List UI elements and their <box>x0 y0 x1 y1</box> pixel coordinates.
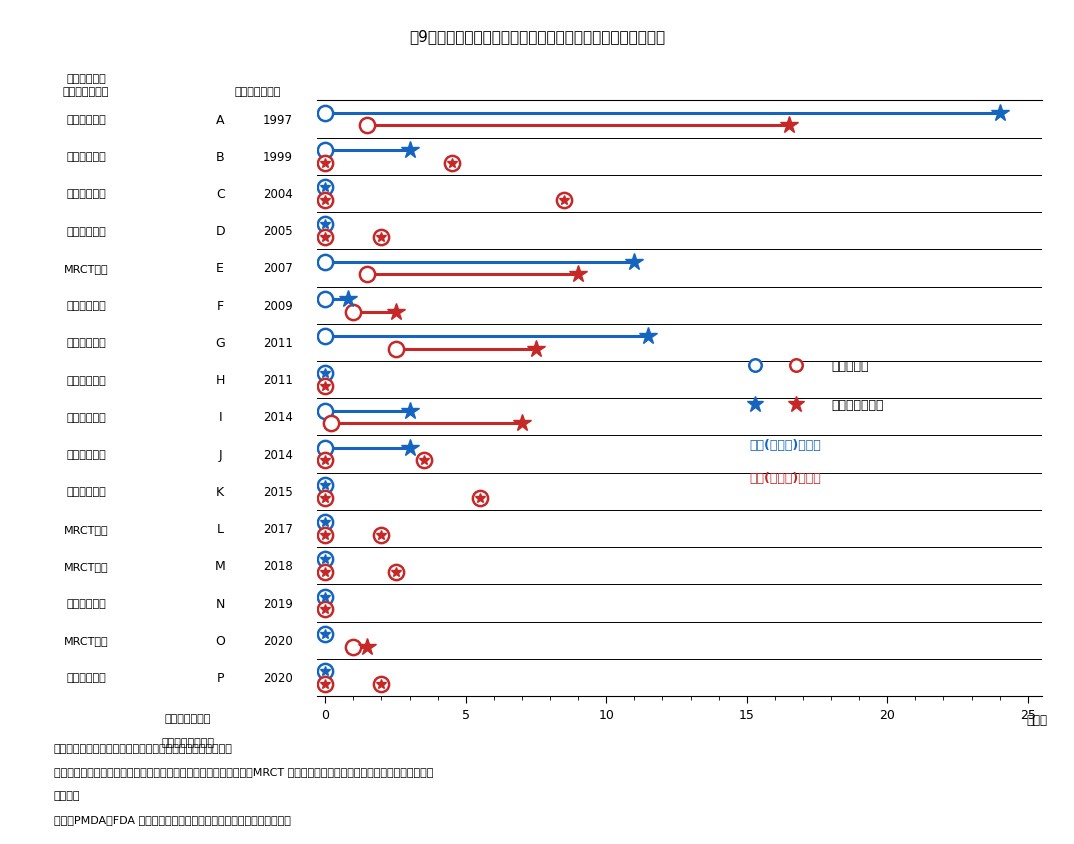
Text: G: G <box>215 337 226 349</box>
Text: K: K <box>216 485 224 498</box>
Text: 国内単独治験: 国内単独治験 <box>66 673 106 683</box>
Text: J: J <box>218 448 222 461</box>
Text: F: F <box>217 300 223 312</box>
Text: B: B <box>216 150 224 164</box>
Text: H: H <box>216 374 224 387</box>
Text: N: N <box>216 597 224 610</box>
Text: 図中には日本で小児適応を取得したもののみを示している。: 図中には日本で小児適応を取得したもののみを示している。 <box>54 743 233 753</box>
Text: 2015: 2015 <box>263 485 293 498</box>
Text: 初回承認年: 初回承認年 <box>831 360 869 372</box>
Text: 国内単独治験: 国内単独治験 <box>66 413 106 422</box>
Text: 青色(各上段)：米国: 青色(各上段)：米国 <box>750 439 822 452</box>
Text: O: O <box>215 634 226 647</box>
Text: 2005: 2005 <box>263 225 293 238</box>
Text: 2011: 2011 <box>263 374 293 387</box>
Text: 2009: 2009 <box>263 300 293 312</box>
Text: 2018: 2018 <box>263 560 293 572</box>
Text: 2017: 2017 <box>263 522 293 535</box>
Text: MRCT参加: MRCT参加 <box>63 524 108 534</box>
Text: 日本治験なし: 日本治験なし <box>66 598 106 609</box>
Text: C: C <box>216 187 224 201</box>
Text: 表す。: 表す。 <box>54 790 81 800</box>
Text: 米国初回承認年: 米国初回承認年 <box>234 87 281 97</box>
Text: 1999: 1999 <box>263 150 293 164</box>
Text: 米国初回承認年: 米国初回承認年 <box>164 713 212 723</box>
Text: A: A <box>216 113 224 127</box>
Text: 2004: 2004 <box>263 187 293 201</box>
Text: 注：図８の分類を示す。国内単独治験とは「国内単独治験実施」、MRCT 参加とは「小児含む国際共同治験に日本参加」を: 注：図８の分類を示す。国内単独治験とは「国内単独治験実施」、MRCT 参加とは「… <box>54 766 433 776</box>
Text: 国内単独治験: 国内単独治験 <box>66 226 106 236</box>
Text: I: I <box>218 411 222 424</box>
Text: 国内単独治験: 国内単独治験 <box>66 338 106 348</box>
Text: MRCT参加: MRCT参加 <box>63 636 108 646</box>
Text: D: D <box>216 225 224 238</box>
Text: 2007: 2007 <box>263 262 293 275</box>
Text: 2014: 2014 <box>263 411 293 424</box>
Text: 2020: 2020 <box>263 671 293 684</box>
Text: 国内単独治験: 国内単独治験 <box>66 152 106 162</box>
Text: P: P <box>217 671 223 684</box>
Text: 2014: 2014 <box>263 448 293 461</box>
Text: 図9　米国初回承認年を基準とした各品目の日米小児適応時期: 図9 米国初回承認年を基準とした各品目の日米小児適応時期 <box>409 30 665 45</box>
Text: を起点とした年数: を起点とした年数 <box>161 737 215 747</box>
Text: 国内単独治験: 国内単独治験 <box>66 376 106 385</box>
Text: E: E <box>216 262 224 275</box>
Text: （年）: （年） <box>1026 713 1047 726</box>
Text: 日本治験なし: 日本治験なし <box>66 300 106 311</box>
Text: 日本小児適応
取得パターン注: 日本小児適応 取得パターン注 <box>62 74 110 97</box>
Text: L: L <box>217 522 223 535</box>
Text: 1997: 1997 <box>263 113 293 127</box>
Text: 出所：PMDA、FDA の各公開情報をもとに医薬産業政策研究所にて作成: 出所：PMDA、FDA の各公開情報をもとに医薬産業政策研究所にて作成 <box>54 814 291 824</box>
Text: M: M <box>215 560 226 572</box>
Text: MRCT参加: MRCT参加 <box>63 263 108 273</box>
Text: 2011: 2011 <box>263 337 293 349</box>
Text: 2020: 2020 <box>263 634 293 647</box>
Text: 日本治験なし: 日本治験なし <box>66 115 106 125</box>
Text: 2019: 2019 <box>263 597 293 610</box>
Text: 国内単独治験: 国内単独治験 <box>66 450 106 460</box>
Text: 赤色(各下段)：日本: 赤色(各下段)：日本 <box>750 472 822 484</box>
Text: MRCT参加: MRCT参加 <box>63 561 108 571</box>
Text: 小児適応取得年: 小児適応取得年 <box>831 398 884 411</box>
Text: 国内単独治験: 国内単独治験 <box>66 189 106 199</box>
Text: 国内単独治験: 国内単独治験 <box>66 487 106 497</box>
